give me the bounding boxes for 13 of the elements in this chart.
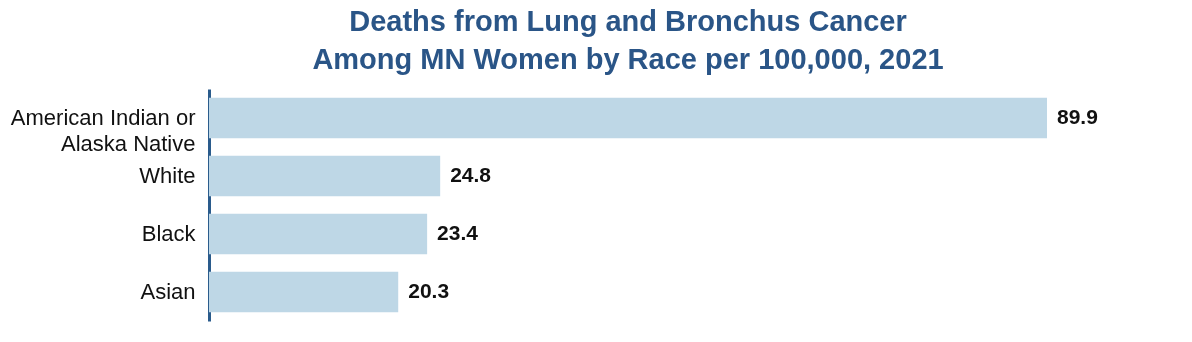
data-label: 20.3 (408, 279, 450, 302)
chart-title: Deaths from Lung and Bronchus Cancer Among MN Women by Race per 100,000, 2021 (312, 5, 944, 75)
data-label: 89.9 (1057, 105, 1098, 128)
y-tick-label: Black (141, 221, 197, 246)
y-tick-label: American Indian or Alaska Native (10, 105, 196, 156)
bar (209, 213, 428, 255)
data-label: 24.8 (450, 163, 492, 186)
bar (209, 271, 399, 313)
y-tick-label: White (139, 163, 196, 188)
bar (209, 97, 1047, 139)
y-tick-label: Asian (140, 279, 196, 304)
bar (209, 155, 441, 197)
data-label: 23.4 (437, 221, 479, 244)
